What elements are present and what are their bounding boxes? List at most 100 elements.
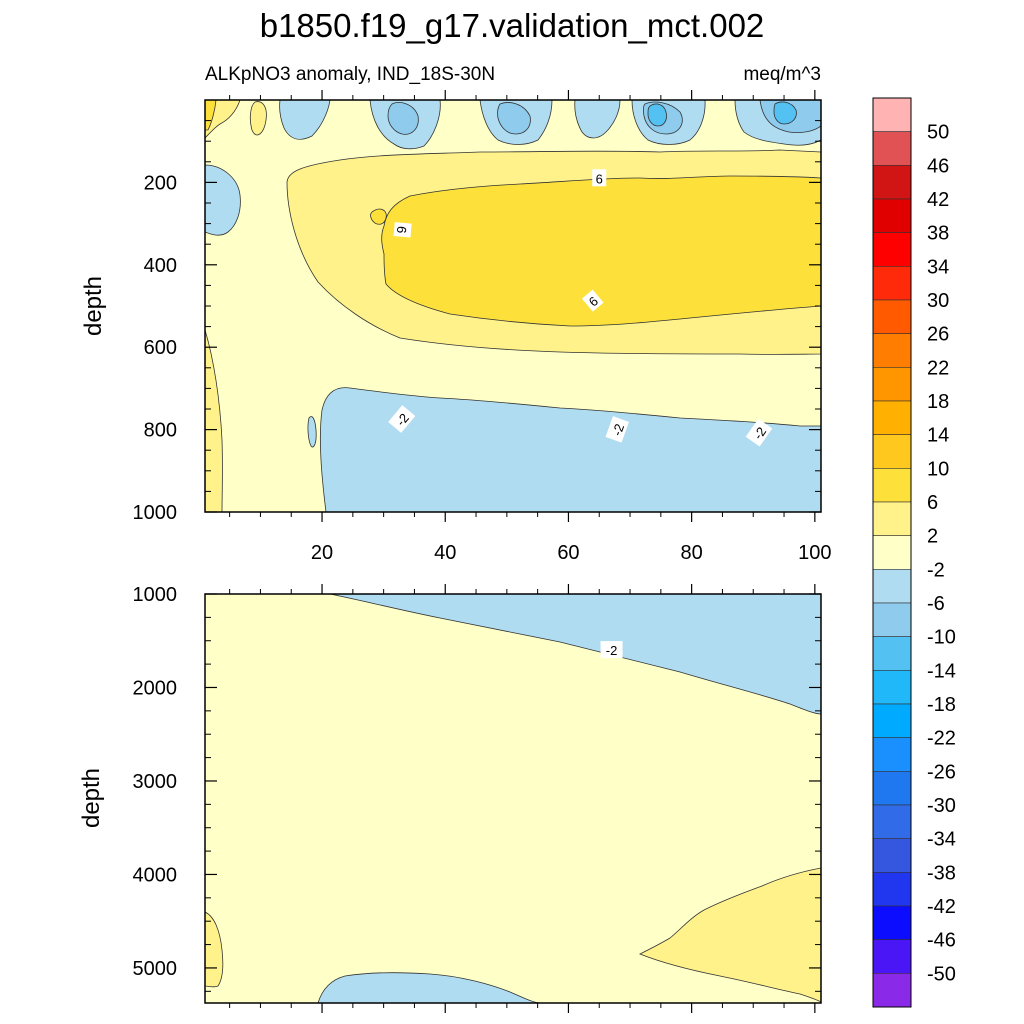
x-tick-label: 20 <box>311 542 333 564</box>
lower-panel <box>205 594 821 1003</box>
colorbar-swatch <box>872 165 912 200</box>
colorbar-swatch <box>872 602 912 637</box>
colorbar-swatch <box>872 670 912 705</box>
upper-deep-negative-band <box>319 387 821 512</box>
lower-contour-labels: -2 <box>600 641 623 659</box>
upper-surface-peak-negative-patches <box>647 101 797 127</box>
colorbar-label: -2 <box>927 559 945 581</box>
lower-right-positive-blob <box>639 867 821 1003</box>
colorbar-swatch <box>872 838 912 873</box>
colorbar-label: 42 <box>927 189 949 211</box>
colorbar-swatch <box>872 501 912 536</box>
y-tick-label: 400 <box>144 255 177 277</box>
contour-label-box <box>393 222 412 238</box>
contour-label: -2 <box>605 416 629 443</box>
colorbar-label: -30 <box>927 795 956 817</box>
colorbar-label: -34 <box>927 829 956 851</box>
contour-label-text: 6 <box>394 225 410 234</box>
colorbar-label: -22 <box>927 728 956 750</box>
colorbar-swatch <box>872 636 912 671</box>
colorbar-label: -42 <box>927 896 956 918</box>
colorbar-label: 14 <box>927 425 949 447</box>
contour-label-box <box>745 418 773 447</box>
upper-axes: 200 400 600 800 1000 20 40 60 80 100 <box>133 90 832 564</box>
colorbar-swatch <box>872 905 912 940</box>
colorbar-swatch <box>872 198 912 233</box>
contour-label-box <box>605 416 629 443</box>
colorbar-label: 18 <box>927 391 949 413</box>
lower-bottom-negative-dome <box>317 972 541 1003</box>
colorbar-swatch <box>872 939 912 974</box>
contour-label: -2 <box>600 641 623 659</box>
contour-label-text: -2 <box>609 422 627 438</box>
contour-label-box <box>388 405 416 433</box>
colorbar-swatch <box>872 771 912 806</box>
colorbar-swatch <box>872 737 912 772</box>
y-tick-label: 2000 <box>133 677 178 699</box>
upper-negative-spike <box>307 416 317 448</box>
contour-label: 6 <box>581 289 604 312</box>
colorbar-swatch <box>872 703 912 738</box>
y-tick-label: 5000 <box>133 958 178 980</box>
colorbar-swatch <box>872 468 912 503</box>
y-tick-label: 3000 <box>133 771 178 793</box>
colorbar-swatch <box>872 804 912 839</box>
colorbar-label: -26 <box>927 761 956 783</box>
colorbar-label: 34 <box>927 256 949 278</box>
lower-frame <box>204 593 822 1004</box>
colorbar-swatch <box>872 973 912 1008</box>
contour-label-text: 6 <box>596 171 603 186</box>
colorbar-label: 10 <box>927 458 949 480</box>
colorbar-label: -14 <box>927 660 956 682</box>
colorbar-swatch <box>872 97 912 132</box>
colorbar-label: -50 <box>927 963 956 985</box>
colorbar-swatch <box>872 232 912 267</box>
colorbar-label: 6 <box>927 492 938 514</box>
chart-subtitle-right: meq/m^3 <box>743 64 821 85</box>
colorbar-label: -38 <box>927 862 956 884</box>
colorbar-swatch <box>872 367 912 402</box>
y-tick-label: 600 <box>144 337 177 359</box>
colorbar-label: 30 <box>927 290 949 312</box>
colorbar-swatch <box>872 131 912 166</box>
chart-title: b1850.f19_g17.validation_mct.002 <box>260 7 765 44</box>
contour-label-text: -2 <box>606 643 618 658</box>
x-tick-label: 40 <box>434 542 456 564</box>
colorbar-label: 22 <box>927 357 949 379</box>
colorbar-label: -10 <box>927 627 956 649</box>
contour-label: 6 <box>592 169 607 187</box>
colorbar-swatch <box>872 569 912 604</box>
upper-panel <box>205 100 821 512</box>
colorbar-label: 50 <box>927 122 949 144</box>
colorbar-swatch <box>872 266 912 301</box>
x-tick-label: 80 <box>681 542 703 564</box>
lower-y-axis-label: depth <box>78 768 105 828</box>
colorbar-swatch <box>872 333 912 368</box>
upper-y-axis-label: depth <box>80 276 107 336</box>
upper-small-core-blob <box>370 208 387 225</box>
colorbar: 50 46 42 38 34 30 26 22 18 14 10 6 2 -2 -6 -10 -14 -18 -22… <box>872 97 956 1008</box>
x-tick-label: 100 <box>798 542 831 564</box>
y-tick-label: 800 <box>144 420 177 442</box>
colorbar-label: 46 <box>927 155 949 177</box>
colorbar-label: 38 <box>927 223 949 245</box>
upper-small-positive-blob <box>249 101 267 136</box>
colorbar-frame <box>872 97 912 1008</box>
contour-label: 6 <box>393 222 412 238</box>
contour-label-box <box>600 641 623 659</box>
colorbar-label: -46 <box>927 930 956 952</box>
y-tick-label: 1000 <box>133 584 178 606</box>
lower-axes: 1000 2000 3000 4000 5000 <box>133 584 821 1013</box>
colorbar-swatch <box>872 872 912 907</box>
y-tick-label: 4000 <box>133 864 178 886</box>
colorbar-label: 2 <box>927 526 938 548</box>
chart-subtitle-left: ALKpNO3 anomaly, IND_18S-30N <box>205 64 495 85</box>
y-tick-label: 1000 <box>133 502 178 524</box>
colorbar-label: -18 <box>927 694 956 716</box>
colorbar-swatch <box>872 535 912 570</box>
upper-positive-core-6-10 <box>381 175 821 327</box>
colorbar-swatch <box>872 400 912 435</box>
contour-label-box <box>581 289 604 312</box>
x-tick-label: 60 <box>557 542 579 564</box>
